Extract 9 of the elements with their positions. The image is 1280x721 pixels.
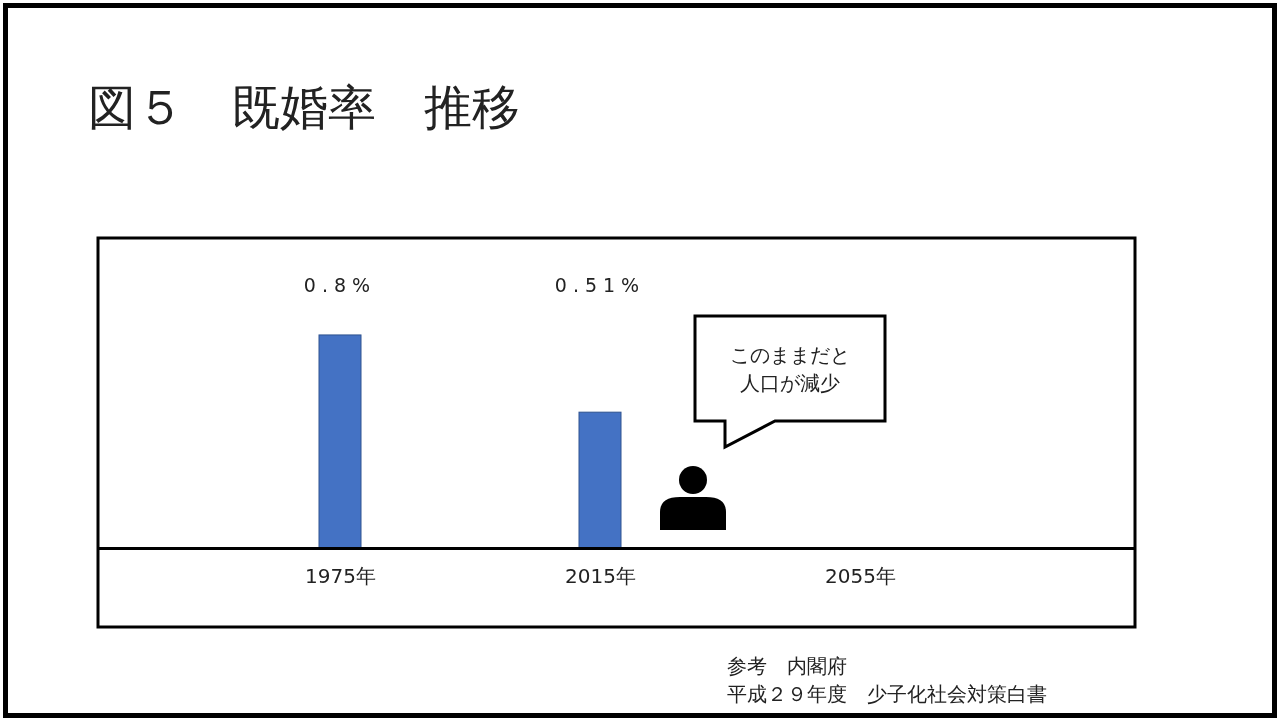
chart-title: 図５ 既婚率 推移 — [88, 79, 520, 135]
text: 平成２９年度 少子化社会対策白書 — [727, 682, 1047, 706]
data-label: 0.8% — [303, 274, 377, 296]
x-tick-label: 1975年 — [305, 564, 376, 589]
x-tick-label: 2055年 — [825, 564, 896, 589]
x-tick-label: 2015年 — [565, 564, 636, 589]
text: 参考 内閣府 — [727, 654, 847, 678]
annotation: このままだと人口が減少 — [730, 343, 850, 395]
data-label: 0.51% — [554, 274, 646, 296]
